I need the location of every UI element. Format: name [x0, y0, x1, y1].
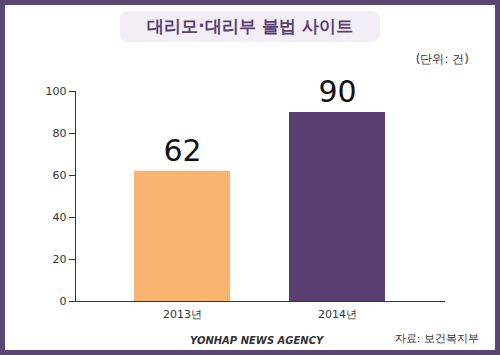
svg-text:80: 80	[53, 127, 67, 140]
svg-text:62: 62	[163, 133, 201, 168]
svg-text:100: 100	[46, 85, 67, 98]
html-text:자료: 보건복지부: 자료: 보건복지부	[394, 332, 479, 345]
svg-text:2014년: 2014년	[318, 308, 357, 321]
svg-text:40: 40	[53, 211, 67, 224]
html-text:대리모·대리부 불법 사이트: 대리모·대리부 불법 사이트	[147, 16, 353, 36]
html-text:(단위: 건): (단위: 건)	[415, 52, 469, 66]
svg-text:60: 60	[53, 169, 67, 182]
svg-text:0: 0	[60, 295, 67, 308]
svg-text:20: 20	[53, 253, 67, 266]
svg-text:90: 90	[318, 74, 356, 109]
svg-text:2013년: 2013년	[163, 308, 202, 321]
html-text:YONHAP NEWS AGENCY: YONHAP NEWS AGENCY	[190, 335, 324, 346]
